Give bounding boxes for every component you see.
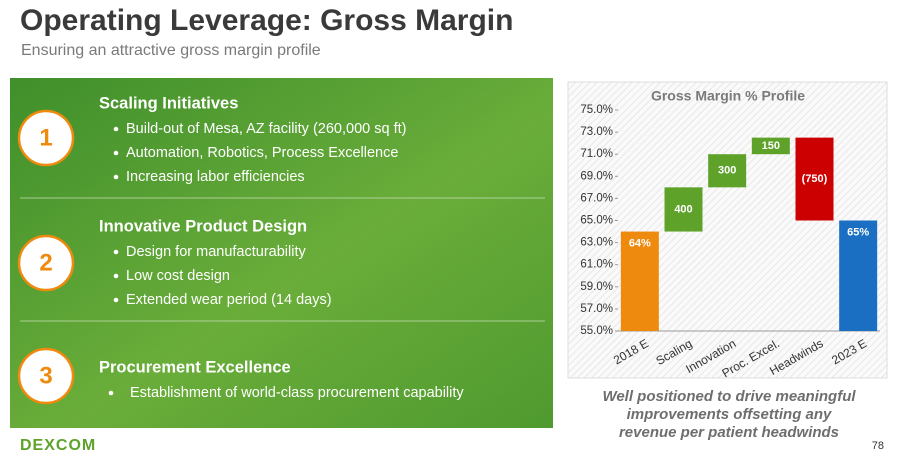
bar [708, 154, 747, 188]
bullet-text: Build-out of Mesa, AZ facility (260,000 … [126, 121, 406, 137]
y-tick-label: 55.0% [580, 325, 613, 337]
bullet-dot [113, 126, 119, 132]
bullet-text: Design for manufacturability [126, 244, 306, 260]
logo: DEXCOM [20, 437, 96, 454]
bullet-dot [113, 174, 119, 180]
bullet-dot [113, 150, 119, 156]
number-circle [17, 234, 75, 292]
bullet-text: Extended wear period (14 days) [126, 292, 332, 308]
value-label: 64% [629, 237, 651, 249]
y-tick-label: 65.0% [580, 215, 613, 227]
y-tick-label: 57.0% [580, 303, 613, 315]
bullet-dot [108, 390, 114, 396]
bar [620, 231, 659, 331]
bullet-dot [113, 249, 119, 255]
content-panel [10, 78, 553, 428]
bullet-dot [113, 273, 119, 279]
bullet-text: Low cost design [126, 268, 230, 284]
bar [751, 137, 790, 155]
bullet-text: Establishment of world-class procurement… [130, 385, 464, 401]
number-circle [17, 109, 75, 167]
page-number: 78 [872, 440, 884, 452]
bullet-dot [113, 297, 119, 303]
section-number: 3 [39, 362, 52, 389]
y-tick-label: 71.0% [580, 148, 613, 160]
y-tick-label: 75.0% [580, 104, 613, 116]
y-tick-label: 73.0% [580, 126, 613, 138]
number-circle [17, 347, 75, 405]
section-heading: Scaling Initiatives [99, 94, 238, 112]
y-tick-label: 59.0% [580, 281, 613, 293]
value-label: 300 [718, 165, 736, 177]
section-number: 1 [39, 124, 52, 151]
y-tick-label: 63.0% [580, 237, 613, 249]
value-label: 65% [847, 226, 869, 238]
y-tick-label: 67.0% [580, 192, 613, 204]
bar [795, 137, 834, 221]
chart-title: Gross Margin % Profile [651, 88, 805, 104]
section-number: 2 [39, 249, 52, 276]
chart-box [567, 81, 888, 379]
caption: Well positioned to drive meaningful [602, 388, 856, 405]
bullet-text: Increasing labor efficiencies [126, 169, 305, 185]
y-tick-label: 61.0% [580, 259, 613, 271]
section-heading: Procurement Excellence [99, 358, 291, 376]
value-label: 400 [674, 203, 692, 215]
caption: improvements offsetting any [627, 406, 832, 423]
bullet-text: Automation, Robotics, Process Excellence [126, 145, 398, 161]
slide-subtitle: Ensuring an attractive gross margin prof… [21, 42, 321, 59]
caption: revenue per patient headwinds [619, 424, 839, 441]
section-heading: Innovative Product Design [99, 217, 307, 235]
y-tick-label: 69.0% [580, 170, 613, 182]
slide-title: Operating Leverage: Gross Margin [20, 4, 513, 37]
bar [839, 220, 878, 331]
value-label: 150 [762, 140, 780, 152]
value-label: (750) [802, 173, 828, 185]
bar [664, 187, 703, 232]
